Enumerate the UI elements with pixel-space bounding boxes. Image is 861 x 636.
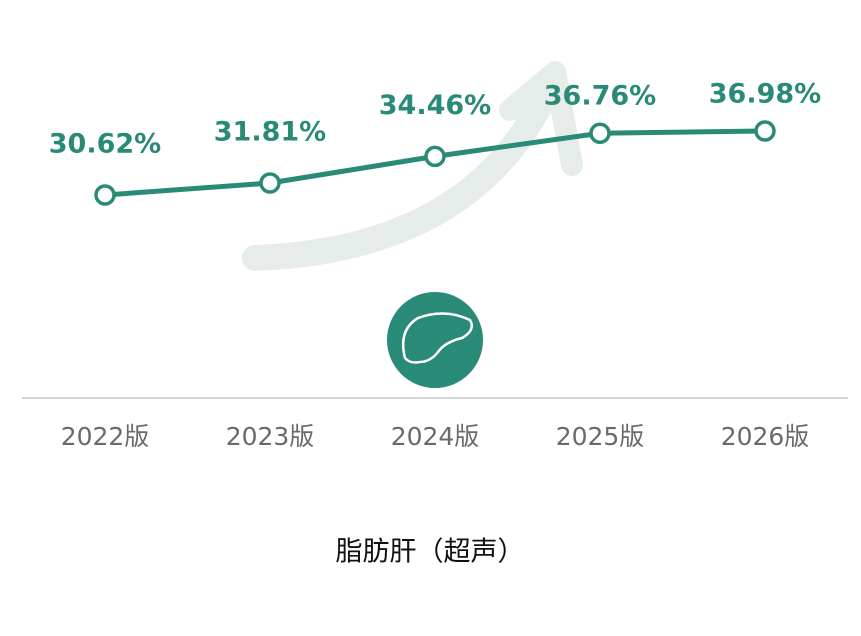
marker: [424, 145, 446, 168]
background-arrow: [242, 82, 558, 271]
x-tick-label: 2026版: [721, 422, 810, 451]
x-tick-label: 2024版: [391, 422, 480, 451]
value-label: 31.81%: [214, 117, 326, 148]
value-label: 36.76%: [544, 81, 656, 112]
marker: [754, 120, 776, 142]
value-label: 34.46%: [379, 90, 491, 121]
x-tick-label: 2022版: [61, 422, 150, 451]
chart-title: 脂肪肝（超声）: [336, 537, 525, 568]
value-label: 36.98%: [709, 79, 821, 110]
marker: [94, 184, 116, 206]
x-tick-label: 2025版: [556, 422, 645, 451]
liver-icon-bg: [387, 292, 483, 388]
marker: [589, 122, 611, 144]
value-label: 30.62%: [49, 129, 161, 160]
marker: [259, 172, 281, 194]
background-arrowhead: [499, 61, 583, 176]
liver-icon: [401, 312, 473, 364]
x-tick-label: 2023版: [226, 422, 315, 451]
